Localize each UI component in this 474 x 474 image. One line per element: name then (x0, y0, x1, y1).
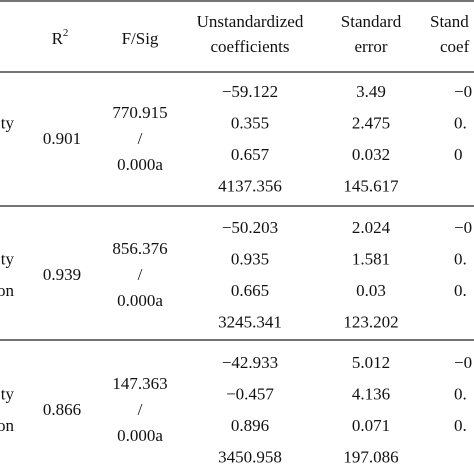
coefficient: 4137.356 (218, 176, 282, 195)
coefficient: −59.122 (222, 82, 278, 101)
coefficient: −50.203 (222, 218, 278, 237)
fsig-value: 0.000a (117, 426, 163, 445)
r2-value: 0.866 (43, 400, 81, 419)
coefficient: −42.933 (222, 353, 278, 372)
standardized: −0 (454, 353, 472, 372)
r2-value: 0.939 (43, 265, 81, 284)
fsig-value: 856.376 (112, 239, 167, 258)
fsig-value: 770.915 (112, 103, 167, 122)
standard-error: 145.617 (343, 176, 399, 195)
coefficient: −0.457 (226, 384, 274, 403)
coefficient: 0.665 (231, 281, 269, 300)
row-label: on (0, 416, 15, 435)
standardized: 0 (454, 145, 463, 164)
fsig-value: / (138, 265, 143, 284)
r2-header: R2 (52, 27, 69, 48)
coefficient: 3245.341 (218, 312, 282, 331)
standard-error: 123.202 (343, 312, 398, 331)
standard-error: 0.032 (352, 145, 390, 164)
standardized: −0 (454, 82, 472, 101)
standardized: 0. (454, 281, 467, 300)
standard-error: 5.012 (352, 353, 390, 372)
standardized: −0 (454, 218, 472, 237)
std-header: Stand (430, 12, 469, 31)
r2-header-sup: 2 (63, 27, 69, 39)
standard-error: 0.03 (356, 281, 386, 300)
row-label: ty (1, 249, 15, 268)
standardized: 0. (454, 113, 467, 132)
coefficient: 0.896 (231, 416, 269, 435)
row-label: on (0, 281, 15, 300)
coefficient: 0.657 (231, 145, 270, 164)
unstd-header: coefficients (211, 37, 290, 56)
r2-value: 0.901 (43, 129, 81, 148)
fsig-value: 147.363 (112, 374, 167, 393)
fsig-value: 0.000a (117, 291, 163, 310)
standard-error: 2.475 (352, 113, 390, 132)
se-header: error (354, 37, 387, 56)
standard-error: 197.086 (343, 447, 398, 466)
standardized: 0. (454, 416, 467, 435)
row-label: ty (1, 384, 15, 403)
standard-error: 0.071 (352, 416, 390, 435)
standard-error: 4.136 (352, 384, 390, 403)
standardized: 0. (454, 249, 467, 268)
fsig-value: 0.000a (117, 155, 163, 174)
row-label: ty (1, 113, 15, 132)
fsig-value: / (138, 400, 143, 419)
r2-header-text: R (52, 29, 64, 48)
standard-error: 3.49 (356, 82, 386, 101)
coefficient: 0.935 (231, 249, 269, 268)
fsig-value: / (138, 129, 143, 148)
se-header: Standard (341, 12, 402, 31)
std-header: coef (440, 37, 470, 56)
coefficient: 3450.958 (218, 447, 282, 466)
fsig-header: F/Sig (122, 29, 159, 48)
unstd-header: Unstandardized (197, 12, 304, 31)
standard-error: 2.024 (352, 218, 391, 237)
coefficient: 0.355 (231, 113, 269, 132)
standardized: 0. (454, 384, 467, 403)
standard-error: 1.581 (352, 249, 390, 268)
